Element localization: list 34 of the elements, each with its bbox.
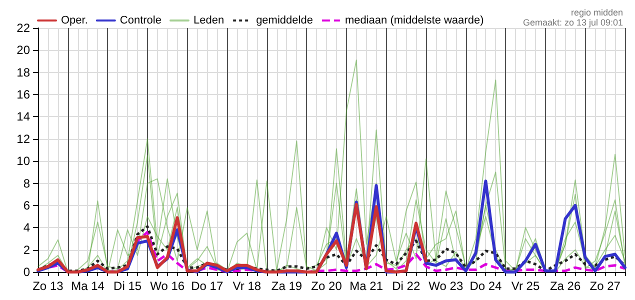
y-tick-label: 10 (16, 154, 30, 168)
x-tick-label: Wo 16 (150, 279, 185, 293)
y-tick-label: 2 (23, 242, 30, 257)
x-tick-label: Ma 14 (71, 279, 105, 293)
y-tick-label: 8 (23, 176, 30, 190)
legend-label: Controle (120, 14, 162, 26)
x-tick-label: Do 24 (470, 279, 502, 293)
x-tick-label: Zo 27 (590, 279, 621, 293)
legend-label: Leden (193, 14, 224, 26)
text: regio midden (570, 8, 623, 18)
y-tick-label: 16 (16, 88, 30, 102)
y-tick-label: 20 (16, 43, 30, 58)
x-tick-label: Zo 20 (311, 279, 342, 293)
y-tick-label: 22 (16, 21, 30, 35)
legend-label: gemiddelde (256, 14, 313, 26)
x-tick-label: Do 17 (191, 279, 224, 293)
y-tick-label: 12 (16, 132, 30, 146)
x-tick-label: Di 22 (392, 279, 420, 293)
x-tick-label: Vr 18 (232, 279, 262, 293)
legend-label: Oper. (61, 14, 88, 26)
y-tick-label: 14 (16, 110, 30, 124)
x-tick-label: Za 19 (271, 279, 302, 293)
x-tick-label: Ma 21 (350, 279, 384, 293)
x-tick-label: Di 15 (114, 279, 142, 293)
y-tick-label: 6 (23, 198, 30, 212)
x-tick-label: Zo 13 (32, 279, 64, 293)
y-tick-label: 0 (23, 265, 30, 279)
x-tick-label: Za 26 (550, 279, 581, 293)
y-tick-label: 18 (16, 65, 30, 80)
x-tick-label: Wo 23 (428, 279, 464, 293)
legend-label: mediaan (middelste waarde) (344, 14, 484, 26)
text: Gemaakt: zo 13 jul 09:01 (522, 18, 624, 28)
x-tick-label: Vr 25 (511, 279, 540, 293)
y-tick-label: 4 (23, 220, 30, 235)
